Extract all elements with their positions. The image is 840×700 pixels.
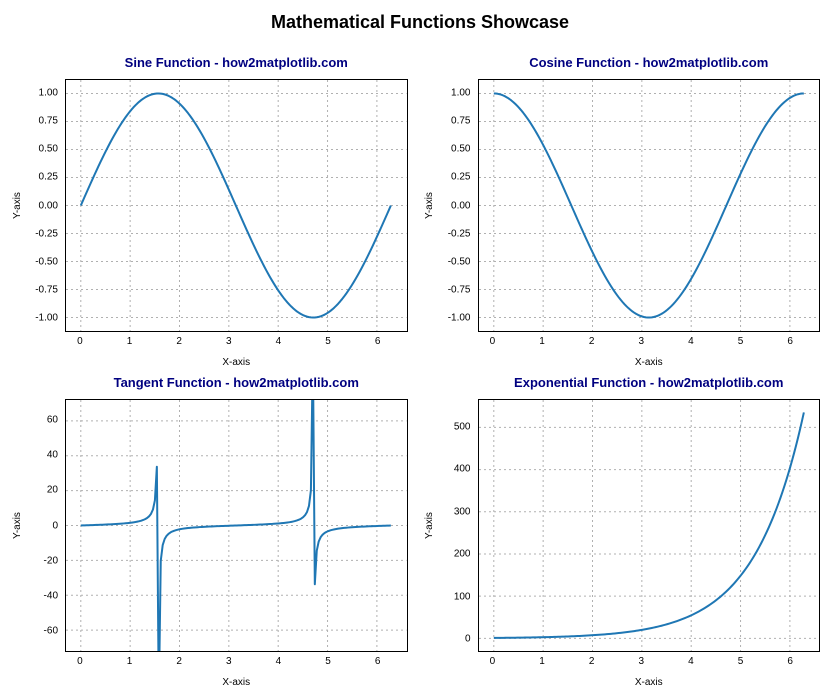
x-tick-label: 5 [738,336,744,347]
y-tick-label: 0.50 [39,144,58,155]
y-tick-label: 0.75 [39,115,58,126]
y-tick-label: 300 [454,506,471,517]
x-tick-label: 4 [688,656,694,667]
plot-area [65,399,408,652]
subplot-title: Sine Function - how2matplotlib.com [65,55,408,70]
y-tick-label: 100 [454,591,471,602]
y-tick-label: 0.75 [451,115,470,126]
y-tick-label: 0.00 [451,200,470,211]
x-tick-label: 1 [539,656,545,667]
y-tick-label: 60 [47,415,58,426]
figure-suptitle: Mathematical Functions Showcase [0,12,840,33]
x-ticks: 0 1 2 3 4 5 6 [478,336,821,350]
y-tick-label: 0 [465,634,471,645]
y-tick-label: 0 [52,520,58,531]
y-tick-label: -0.25 [35,228,58,239]
x-tick-label: 0 [77,656,83,667]
x-tick-label: 5 [325,656,331,667]
x-tick-label: 1 [539,336,545,347]
x-tick-label: 2 [176,656,182,667]
x-tick-label: 3 [226,336,232,347]
y-ticks: 0 100 200 300 400 500 [437,399,475,652]
plot-area [478,79,821,332]
plot-area [65,79,408,332]
y-tick-label: 0.25 [39,172,58,183]
y-tick-label: -1.00 [448,313,471,324]
y-tick-label: 1.00 [39,87,58,98]
x-tick-label: 2 [589,656,595,667]
y-tick-label: -20 [44,555,58,566]
subplot-tangent: Tangent Function - how2matplotlib.com Y-… [10,375,418,690]
y-tick-label: -40 [44,590,58,601]
y-tick-label: 0.50 [451,144,470,155]
subplot-title: Exponential Function - how2matplotlib.co… [478,375,821,390]
x-ticks: 0 1 2 3 4 5 6 [65,336,408,350]
x-axis-label: X-axis [478,357,821,368]
x-tick-label: 0 [490,656,496,667]
figure: Mathematical Functions Showcase Sine Fun… [0,0,840,700]
x-tick-label: 2 [176,336,182,347]
x-tick-label: 3 [639,336,645,347]
x-tick-label: 3 [226,656,232,667]
y-tick-label: -0.75 [448,285,471,296]
y-tick-label: 20 [47,485,58,496]
x-axis-label: X-axis [65,357,408,368]
x-tick-label: 4 [688,336,694,347]
x-ticks: 0 1 2 3 4 5 6 [65,656,408,670]
y-ticks: -60 -40 -20 0 20 40 60 [24,399,62,652]
x-tick-label: 6 [375,336,381,347]
subplot-grid: Sine Function - how2matplotlib.com Y-axi… [10,55,830,690]
y-tick-label: -1.00 [35,313,58,324]
y-tick-label: 500 [454,421,471,432]
y-axis-label: Y-axis [423,79,437,332]
x-tick-label: 4 [276,336,282,347]
y-tick-label: -0.50 [35,256,58,267]
y-tick-label: 400 [454,464,471,475]
x-tick-label: 6 [787,656,793,667]
y-axis-label: Y-axis [423,399,437,652]
y-axis-label: Y-axis [10,399,24,652]
y-tick-label: 40 [47,450,58,461]
x-tick-label: 4 [276,656,282,667]
subplot-sine: Sine Function - how2matplotlib.com Y-axi… [10,55,418,370]
x-axis-label: X-axis [478,677,821,688]
subplot-cosine: Cosine Function - how2matplotlib.com Y-a… [423,55,831,370]
y-tick-label: -0.50 [448,256,471,267]
y-axis-label: Y-axis [10,79,24,332]
y-ticks: -1.00 -0.75 -0.50 -0.25 0.00 0.25 0.50 0.75 1.00 [24,79,62,332]
plot-area [478,399,821,652]
x-axis-label: X-axis [65,677,408,688]
y-tick-label: 200 [454,549,471,560]
x-tick-label: 1 [127,336,133,347]
y-tick-label: 0.00 [39,200,58,211]
x-ticks: 0 1 2 3 4 5 6 [478,656,821,670]
y-tick-label: 1.00 [451,87,470,98]
y-tick-label: 0.25 [451,172,470,183]
x-tick-label: 6 [787,336,793,347]
y-tick-label: -0.75 [35,285,58,296]
x-tick-label: 1 [127,656,133,667]
y-tick-label: -0.25 [448,228,471,239]
y-ticks: -1.00 -0.75 -0.50 -0.25 0.00 0.25 0.50 0.75 1.00 [437,79,475,332]
x-tick-label: 0 [490,336,496,347]
y-tick-label: -60 [44,625,58,636]
x-tick-label: 3 [639,656,645,667]
x-tick-label: 2 [589,336,595,347]
x-tick-label: 0 [77,336,83,347]
subplot-title: Tangent Function - how2matplotlib.com [65,375,408,390]
x-tick-label: 5 [325,336,331,347]
x-tick-label: 6 [375,656,381,667]
x-tick-label: 5 [738,656,744,667]
subplot-exp: Exponential Function - how2matplotlib.co… [423,375,831,690]
subplot-title: Cosine Function - how2matplotlib.com [478,55,821,70]
